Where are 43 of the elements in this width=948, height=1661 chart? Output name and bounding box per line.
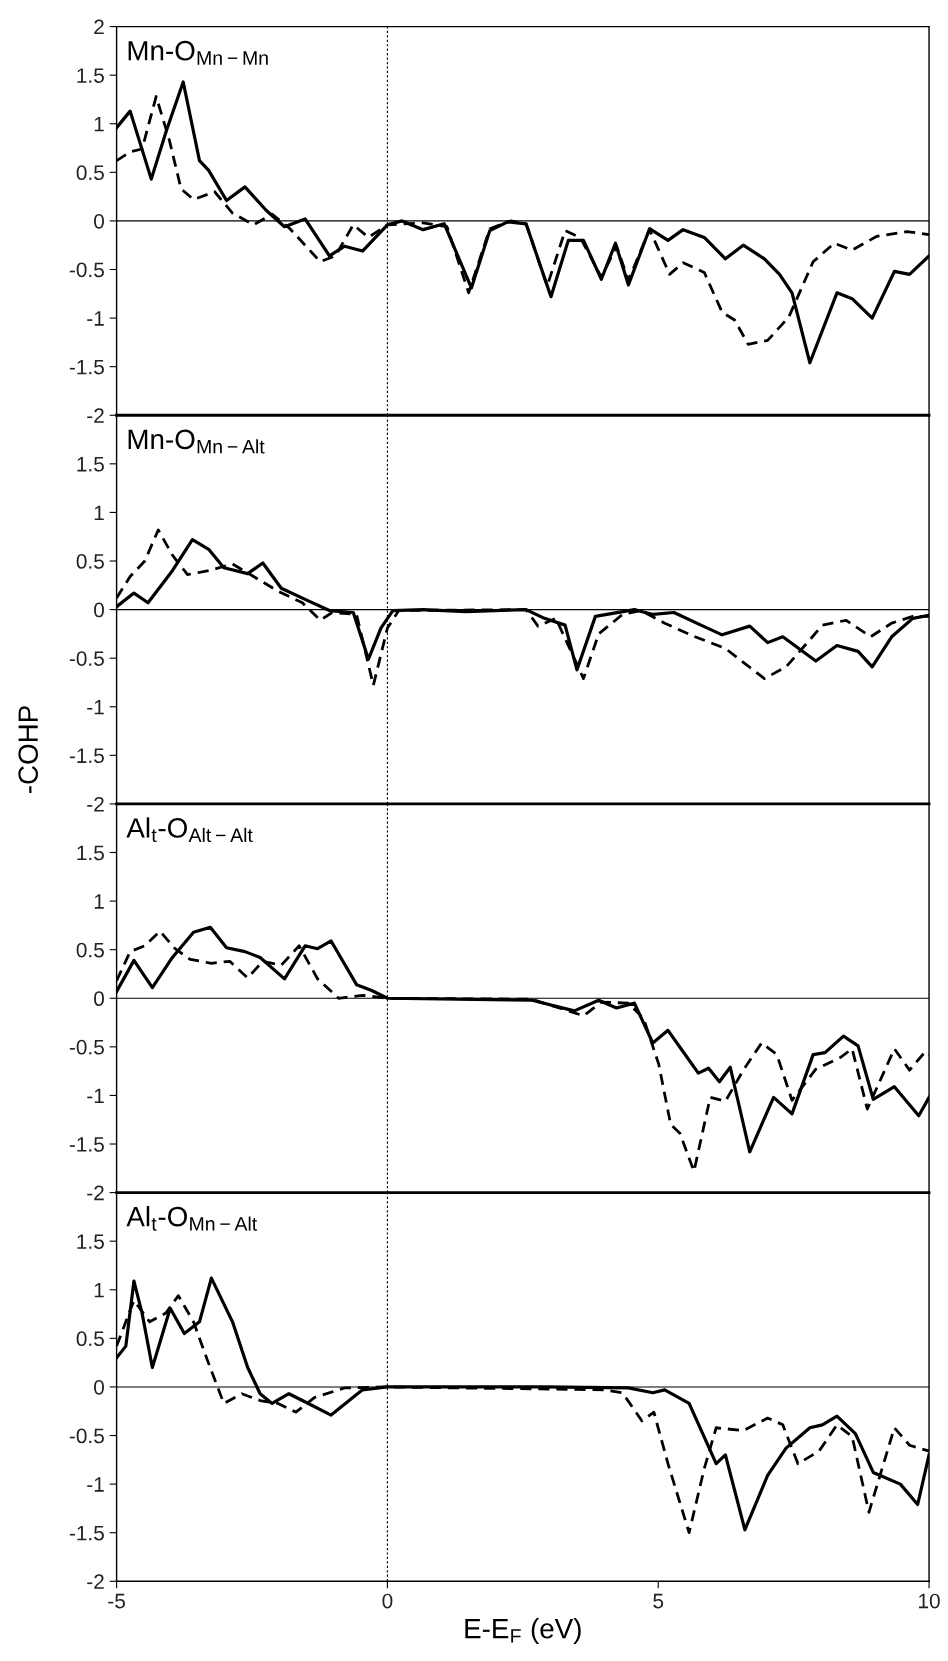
y-tick-label: -1 <box>87 1477 104 1492</box>
annotation: Al$_{t}$-O$_{Alt−Alt}$ <box>126 817 253 843</box>
y-tick-label: -2 <box>87 408 104 423</box>
y-tick-label: 1.5 <box>77 1234 104 1249</box>
y-tick-label: 0.5 <box>76 1331 104 1347</box>
y-tick-label: 2 <box>94 19 104 35</box>
x-tick-label: 10 <box>919 1593 940 1609</box>
y-tick-label: -1.5 <box>69 359 104 375</box>
y-tick-label: 0.5 <box>76 165 104 181</box>
y-tick-label: -1 <box>87 1088 104 1103</box>
y-tick-label: -1.5 <box>69 748 104 764</box>
x-tick-label: -5 <box>108 1593 125 1609</box>
y-tick-label: 0 <box>94 991 104 1007</box>
y-tick-label: -1 <box>87 311 104 326</box>
y-tick-label: 1 <box>94 505 104 520</box>
y-tick-label: -2 <box>87 1574 104 1589</box>
annotation: Mn-O$_{Mn−Mn}$ <box>128 40 268 65</box>
y-tick-label: 0 <box>94 1379 104 1395</box>
y-tick-label: -2 <box>87 1185 104 1201</box>
y-tick-label: 1 <box>94 1282 104 1298</box>
y-tick-label: -0.5 <box>69 1039 104 1055</box>
y-tick-label: -1.5 <box>69 1137 104 1152</box>
y-tick-label: 1 <box>94 894 104 909</box>
y-tick-label: 1.5 <box>77 457 104 472</box>
y-tick-label: 0.5 <box>76 554 104 569</box>
y-tick-label: 0.5 <box>76 942 104 958</box>
y-tick-label: 1.5 <box>77 845 104 861</box>
annotation: Mn-O$_{Mn−Alt}$ <box>128 429 265 454</box>
x-tick-label: 5 <box>653 1593 664 1609</box>
y-tick-label: -0.5 <box>69 651 104 666</box>
y-tick-label: 0 <box>94 213 104 229</box>
x-tick-label: 0 <box>382 1593 393 1609</box>
y-tick-label: 1.5 <box>77 68 104 83</box>
y-tick-label: 1 <box>94 116 104 132</box>
y-axis-title: -COHP <box>18 706 38 794</box>
y-tick-label: -1 <box>87 699 104 715</box>
y-tick-label: -0.5 <box>69 1428 104 1444</box>
y-tick-label: -2 <box>87 796 104 812</box>
y-tick-label: 0 <box>94 602 104 618</box>
annotation: Al$_{t}$-O$_{Mn−Alt}$ <box>126 1206 258 1231</box>
y-tick-label: -1.5 <box>69 1525 104 1541</box>
x-axis-title: E-E$_{F}$ (eV) <box>465 1618 581 1644</box>
y-tick-label: -0.5 <box>69 262 104 278</box>
